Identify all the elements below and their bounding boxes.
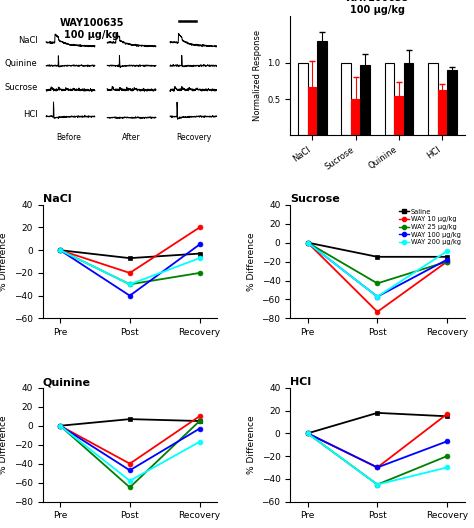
Text: Recovery: Recovery bbox=[176, 133, 211, 142]
Legend: Saline, WAY 10 μg/kg, WAY 25 μg/kg, WAY 100 μg/kg, WAY 200 μg/kg: Saline, WAY 10 μg/kg, WAY 25 μg/kg, WAY … bbox=[398, 208, 461, 246]
Text: NaCl: NaCl bbox=[18, 36, 37, 45]
Bar bbox=[341, 63, 351, 135]
Y-axis label: % Difference: % Difference bbox=[247, 232, 256, 291]
Text: Sucrose: Sucrose bbox=[4, 83, 37, 92]
Bar bbox=[447, 70, 456, 135]
Title: WAY100635
100 μg/kg: WAY100635 100 μg/kg bbox=[345, 0, 410, 15]
Bar bbox=[317, 41, 327, 135]
Bar bbox=[360, 65, 370, 135]
Text: HCl: HCl bbox=[290, 377, 311, 387]
Bar bbox=[298, 63, 308, 135]
Text: Before: Before bbox=[56, 133, 81, 142]
Text: Quinine: Quinine bbox=[43, 377, 91, 387]
Text: Sucrose: Sucrose bbox=[290, 194, 340, 204]
Y-axis label: % Difference: % Difference bbox=[247, 416, 256, 474]
Text: NaCl: NaCl bbox=[43, 194, 71, 204]
Bar bbox=[385, 63, 394, 135]
Bar bbox=[394, 96, 404, 135]
Bar bbox=[308, 87, 317, 135]
Bar bbox=[438, 90, 447, 135]
Text: After: After bbox=[122, 133, 141, 142]
Text: HCl: HCl bbox=[23, 110, 37, 119]
Text: WAY100635
100 μg/kg: WAY100635 100 μg/kg bbox=[59, 18, 124, 40]
Y-axis label: % Difference: % Difference bbox=[0, 232, 9, 291]
Y-axis label: Normalized Response: Normalized Response bbox=[253, 30, 262, 121]
Text: Quinine: Quinine bbox=[5, 59, 37, 68]
Y-axis label: % Difference: % Difference bbox=[0, 416, 9, 474]
Bar bbox=[351, 99, 360, 135]
Bar bbox=[404, 63, 413, 135]
Bar bbox=[428, 63, 438, 135]
